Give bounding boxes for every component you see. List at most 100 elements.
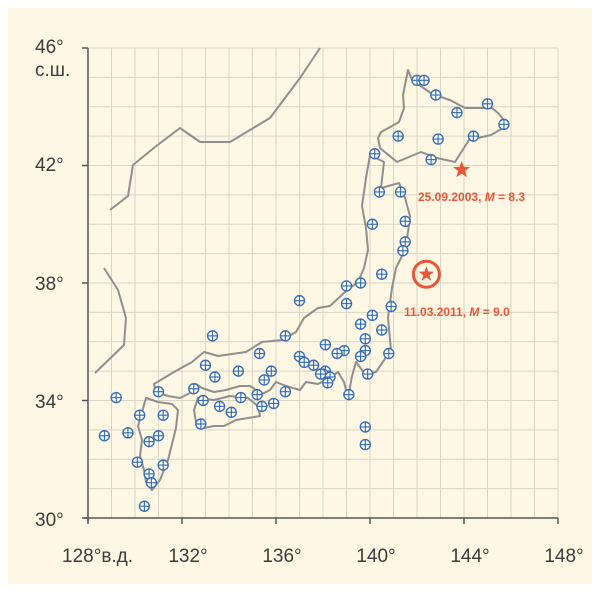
station-marker [331,347,343,360]
station-marker [251,388,263,401]
x-axis-labels: 128°в.д. 132° 136° 140° 144° 148° [62,546,584,567]
asia-mainland-coast [109,47,321,211]
honshu-coast [153,154,411,399]
station-marker [498,118,510,131]
station-marker [343,388,355,401]
station-marker [206,330,219,342]
station-marker [138,500,151,512]
station-marker [314,368,327,380]
station-marker [359,421,371,433]
station-marker [369,148,381,160]
station-marker [110,391,122,404]
earthquake-label-2011: 11.03.2011, M = 9.0 [404,305,510,319]
station-marker [451,106,463,119]
station-marker [188,383,200,395]
star-icon [418,266,434,281]
station-marker [376,324,388,336]
earthquake-markers [411,160,471,289]
station-marker [298,356,310,369]
station-marker [354,318,367,330]
station-marker [235,391,247,404]
station-marker [145,477,158,489]
station-marker [418,74,430,87]
station-marker [319,338,332,351]
station-marker [232,365,245,377]
station-marker [392,130,404,142]
station-marker [265,365,277,377]
station-marker [279,385,292,398]
x-tick-label: 144° [450,546,489,567]
y-tick-label: 30° [35,510,64,531]
y-unit-label: с.ш. [35,60,70,81]
station-marker [256,400,268,413]
star-icon [453,160,471,178]
station-marker [373,186,386,198]
graticule [82,47,559,524]
station-markers [98,74,510,512]
station-marker [157,409,169,421]
station-marker [225,406,238,418]
station-marker [143,468,155,480]
coastlines [94,47,509,491]
station-marker [258,374,270,386]
station-marker [376,268,388,280]
y-tick-label: 46° [35,37,64,58]
station-marker [383,347,395,360]
station-marker [399,215,411,228]
station-marker [279,330,292,342]
station-marker [354,277,367,289]
station-marker [253,347,266,360]
station-marker [213,400,226,413]
station-marker [209,371,221,383]
x-unit-label: в.д. [101,546,133,567]
earthquake-epicenter-marker [411,259,441,289]
station-marker [122,427,134,439]
x-tick-label: 140° [356,546,395,567]
station-marker [131,456,144,468]
station-marker [354,350,367,363]
y-axis-labels: 46° с.ш. 42° 38° 34° 30° [35,37,70,531]
station-marker [98,430,111,442]
station-marker [267,397,280,410]
station-marker [143,435,155,448]
station-marker [293,294,306,307]
station-marker [152,385,165,398]
station-marker [425,153,437,166]
station-marker [481,98,494,110]
station-marker [394,186,407,198]
station-marker [195,418,207,430]
y-tick-label: 42° [35,155,64,176]
station-marker [199,359,212,371]
station-marker [152,430,165,442]
korea-coast [94,267,127,374]
station-marker [361,368,374,380]
x-tick-label: 136° [262,546,301,567]
station-marker [430,89,442,101]
y-tick-label: 34° [35,392,64,413]
station-marker [197,394,209,407]
station-marker [340,280,353,292]
station-marker [359,438,371,451]
station-marker [397,244,409,257]
station-marker [359,333,371,345]
station-marker [432,133,444,145]
y-tick-label: 38° [35,274,64,295]
epicenter-ring [411,259,441,289]
earthquake-label-2003: 25.09.2003, M = 8.3 [418,190,525,204]
station-marker [307,359,320,371]
earthquake-epicenter-marker [453,160,471,178]
station-marker [322,377,334,389]
station-marker [157,459,169,471]
x-tick-label: 128°в.д. [62,546,133,567]
station-marker [385,300,397,313]
station-marker [366,218,379,230]
x-tick-label: 148° [544,546,583,567]
station-marker [366,309,379,322]
station-marker [133,409,146,421]
station-marker [340,297,353,310]
hokkaido-coast [377,69,509,163]
station-marker [467,130,480,142]
x-tick-label: 132° [168,546,207,567]
